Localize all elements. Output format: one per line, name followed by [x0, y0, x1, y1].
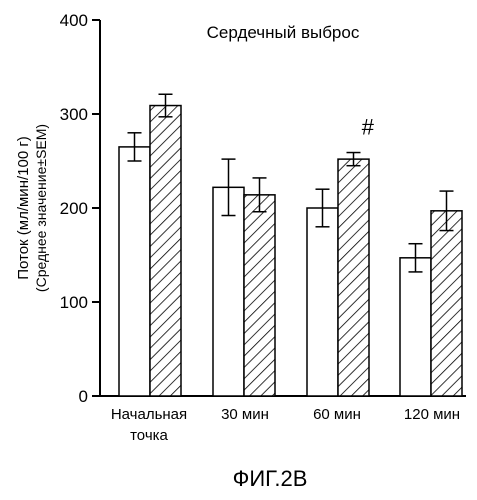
bar-series0-cat0: [118, 146, 151, 397]
y-axis-label-line1: Поток (мл/мин/100 г): [15, 136, 32, 280]
significance-marker: #: [361, 115, 374, 140]
figure-label: ФИГ.2В: [233, 466, 308, 491]
bar-series0-cat3: [399, 257, 432, 397]
x-tick-label-0-line0: Начальная: [111, 406, 187, 423]
bar-series1-cat0: [149, 104, 182, 397]
y-tick-label-4: 400: [60, 11, 88, 30]
bar-series1-cat2: [337, 158, 370, 397]
x-tick-label-1: 30 мин: [221, 406, 269, 423]
y-tick-label-1: 100: [60, 293, 88, 312]
bar-series0-cat1: [212, 186, 245, 397]
bar-series1-cat1: [243, 194, 276, 397]
x-tick-label-0-line1: точка: [130, 427, 168, 444]
y-tick-label-0: 0: [79, 387, 88, 406]
y-tick-label-2: 200: [60, 199, 88, 218]
chart-title: Сердечный выброс: [207, 23, 360, 42]
y-axis-label-line2: (Среднее значение±SEM): [33, 124, 49, 292]
y-tick-label-3: 300: [60, 105, 88, 124]
bar-series0-cat2: [306, 207, 339, 397]
bar-series1-cat3: [430, 210, 463, 397]
x-tick-label-3: 120 мин: [404, 406, 460, 423]
x-tick-label-2: 60 мин: [313, 406, 361, 423]
